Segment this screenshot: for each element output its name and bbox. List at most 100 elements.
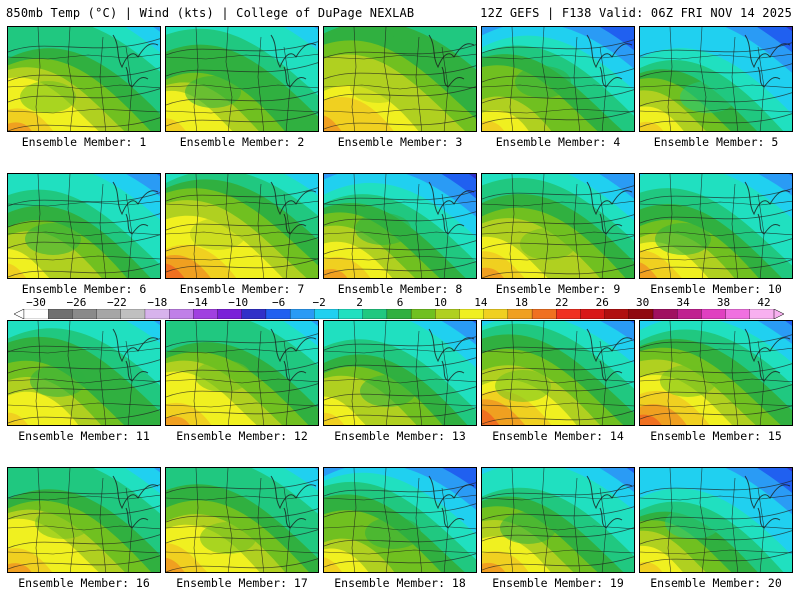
- ensemble-member-map[interactable]: [481, 320, 635, 426]
- colorbar-swatch: [144, 309, 170, 319]
- ensemble-member-map[interactable]: [165, 320, 319, 426]
- ensemble-member-label: Ensemble Member: 1: [21, 135, 147, 149]
- ensemble-member-map[interactable]: [639, 320, 793, 426]
- colorbar-tick-label: 22: [555, 296, 569, 309]
- ensemble-member-label: Ensemble Member: 4: [495, 135, 621, 149]
- temperature-field: [324, 27, 476, 131]
- colorbar-swatch: [193, 309, 219, 319]
- colorbar-tick-label: 14: [474, 296, 488, 309]
- temperature-field: [166, 27, 318, 131]
- colorbar-swatch: [120, 309, 146, 319]
- colorbar-tick-label: −26: [66, 296, 87, 309]
- ensemble-member-map[interactable]: [481, 467, 635, 573]
- colorbar-tick-label: 38: [716, 296, 731, 309]
- ensemble-member-label: Ensemble Member: 18: [334, 576, 466, 590]
- colorbar-swatch: [241, 309, 267, 319]
- colorbar-tick-label: 10: [433, 296, 448, 309]
- model-run-info: 12Z GEFS | F138 Valid: 06Z FRI NOV 14 20…: [480, 6, 792, 20]
- colorbar-swatch: [289, 309, 315, 319]
- temperature-field: [166, 321, 318, 425]
- colorbar-swatch: [169, 309, 195, 319]
- ensemble-member-map[interactable]: [323, 173, 477, 279]
- ensemble-member-label: Ensemble Member: 20: [650, 576, 782, 590]
- ensemble-member-map[interactable]: [7, 467, 161, 573]
- colorbar-max-arrow: [773, 309, 784, 319]
- temperature-field: [482, 27, 634, 131]
- colorbar-tick-label: 18: [514, 296, 528, 309]
- temperature-field: [8, 468, 160, 572]
- colorbar-tick-label: 2: [356, 296, 363, 309]
- temperature-field: [324, 468, 476, 572]
- colorbar-swatch: [314, 309, 340, 319]
- ensemble-member-label: Ensemble Member: 10: [650, 282, 782, 296]
- ensemble-member-map[interactable]: [481, 173, 635, 279]
- temperature-field: [166, 468, 318, 572]
- ensemble-member-label: Ensemble Member: 6: [21, 282, 147, 296]
- colorbar-tick-label: −18: [147, 296, 168, 309]
- temperature-field: [324, 174, 476, 278]
- colorbar-swatch: [386, 309, 412, 319]
- colorbar-swatch: [507, 309, 533, 319]
- colorbar-swatch: [725, 309, 751, 319]
- colorbar-tick-label: −30: [26, 296, 46, 309]
- temperature-field: [8, 27, 160, 131]
- colorbar-tick-label: 30: [636, 296, 650, 309]
- colorbar-tick-label: 6: [396, 296, 404, 309]
- colorbar-swatch: [531, 309, 557, 319]
- ensemble-member-map[interactable]: [323, 26, 477, 132]
- colorbar-swatch: [604, 309, 630, 319]
- ensemble-member-label: Ensemble Member: 13: [334, 429, 466, 443]
- colorbar-swatch: [72, 309, 98, 319]
- ensemble-member-label: Ensemble Member: 5: [653, 135, 779, 149]
- ensemble-member-map[interactable]: [323, 467, 477, 573]
- colorbar-tick-label: 34: [676, 296, 690, 309]
- colorbar-swatch: [749, 309, 775, 319]
- map-title: 850mb Temp (°C) | Wind (kts) | College o…: [6, 6, 415, 20]
- ensemble-member-map[interactable]: [639, 173, 793, 279]
- colorbar-tick-label: −10: [228, 296, 249, 309]
- ensemble-member-label: Ensemble Member: 14: [492, 429, 624, 443]
- colorbar-swatch: [217, 309, 243, 319]
- temperature-field: [482, 174, 634, 278]
- ensemble-member-label: Ensemble Member: 2: [179, 135, 305, 149]
- ensemble-member-label: Ensemble Member: 8: [337, 282, 463, 296]
- colorbar-tick-label: −2: [312, 296, 326, 309]
- ensemble-member-label: Ensemble Member: 12: [176, 429, 308, 443]
- ensemble-member-map[interactable]: [165, 467, 319, 573]
- ensemble-member-map[interactable]: [481, 26, 635, 132]
- colorbar-swatch: [701, 309, 727, 319]
- temperature-field: [640, 174, 792, 278]
- ensemble-member-map[interactable]: [7, 320, 161, 426]
- ensemble-member-map[interactable]: [7, 26, 161, 132]
- ensemble-member-map[interactable]: [165, 26, 319, 132]
- colorbar-swatch: [265, 309, 291, 319]
- colorbar-swatch: [459, 309, 485, 319]
- ensemble-member-map[interactable]: [323, 320, 477, 426]
- ensemble-member-label: Ensemble Member: 15: [650, 429, 782, 443]
- colorbar-min-arrow: [14, 309, 25, 319]
- colorbar-tick-labels: −30 −26 −22 −18 −14 −10 −6 −2 2 6 10 14 18 22 26 30 34 38…: [0, 296, 800, 309]
- colorbar-tick-label: −6: [272, 296, 286, 309]
- ensemble-member-label: Ensemble Member: 3: [337, 135, 463, 149]
- colorbar-swatch: [652, 309, 678, 319]
- ensemble-member-label: Ensemble Member: 17: [176, 576, 308, 590]
- colorbar-swatch: [628, 309, 654, 319]
- colorbar-swatch: [435, 309, 461, 319]
- ensemble-member-map[interactable]: [165, 173, 319, 279]
- temperature-field: [482, 321, 634, 425]
- colorbar-swatch: [580, 309, 606, 319]
- ensemble-member-label: Ensemble Member: 9: [495, 282, 621, 296]
- temperature-field: [8, 174, 160, 278]
- colorbar-swatch: [338, 309, 364, 319]
- ensemble-member-label: Ensemble Member: 16: [18, 576, 150, 590]
- colorbar-swatch: [96, 309, 122, 319]
- temperature-field: [640, 321, 792, 425]
- ensemble-member-map[interactable]: [639, 26, 793, 132]
- colorbar-swatch: [556, 309, 582, 319]
- temperature-colorbar: [14, 309, 784, 319]
- colorbar-tick-label: −22: [106, 296, 127, 309]
- temperature-field: [8, 321, 160, 425]
- ensemble-member-map[interactable]: [639, 467, 793, 573]
- ensemble-member-label: Ensemble Member: 19: [492, 576, 624, 590]
- ensemble-member-map[interactable]: [7, 173, 161, 279]
